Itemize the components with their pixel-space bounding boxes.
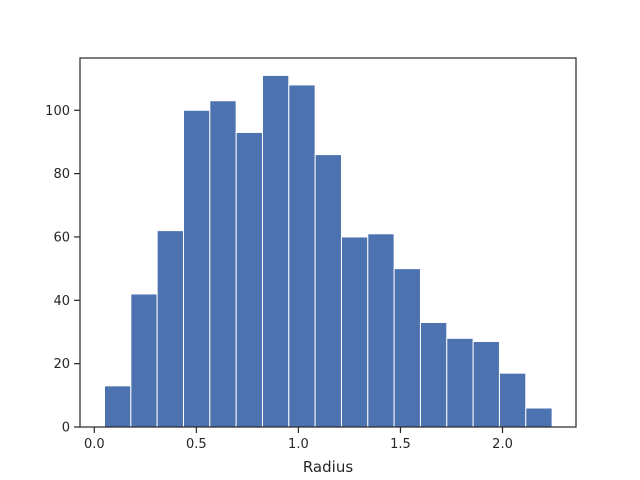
histogram-bar: [393, 268, 421, 428]
histogram-bar: [235, 131, 263, 428]
histogram-bar: [340, 236, 369, 428]
y-tick-label: 60: [53, 230, 70, 245]
y-tick-label: 40: [53, 294, 70, 309]
x-axis-label: Radius: [303, 458, 353, 476]
x-tick-label: 1.5: [390, 437, 411, 452]
y-tick-label: 100: [45, 104, 70, 119]
histogram-bar: [288, 84, 316, 428]
histogram-bar: [446, 337, 474, 428]
histogram-bar: [314, 154, 342, 428]
x-tick-label: 0.0: [84, 437, 105, 452]
histogram-bar: [498, 372, 527, 428]
histogram-bar: [156, 230, 184, 428]
histogram-bar: [261, 74, 290, 428]
histogram-bar: [367, 233, 395, 428]
histogram-bar: [130, 293, 158, 428]
plot-frame: [79, 57, 577, 428]
histogram-bar: [209, 100, 237, 428]
x-tick-label: 2.0: [492, 437, 513, 452]
histogram-bar: [472, 340, 500, 428]
bars-group: [103, 74, 553, 428]
histogram-bar: [419, 321, 448, 428]
y-tick-label: 0: [62, 421, 70, 436]
x-tick-label: 0.5: [186, 437, 207, 452]
histogram-bar: [182, 109, 211, 428]
x-axis-ticks: 0.0 0.5 1.0 1.5 2.0: [84, 427, 513, 452]
y-tick-label: 20: [53, 357, 70, 372]
histogram-bar: [525, 407, 553, 428]
x-tick-label: 1.0: [288, 437, 309, 452]
y-tick-label: 80: [53, 167, 70, 182]
y-axis-ticks: 0 20 40 60 80 100: [45, 104, 80, 436]
histogram-bar: [103, 385, 132, 428]
